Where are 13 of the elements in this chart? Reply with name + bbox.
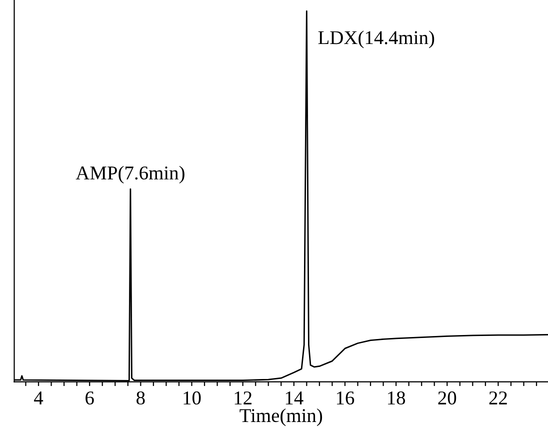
x-axis-title: Time(min) bbox=[240, 408, 322, 426]
x-tick-label: 12 bbox=[234, 391, 252, 404]
x-tick-label: 18 bbox=[388, 391, 406, 405]
x-tick-label: 8 bbox=[136, 391, 145, 405]
x-tick-label: 16 bbox=[336, 391, 354, 405]
annotation: AMP(7.6min) bbox=[76, 166, 184, 184]
x-tick-label: 14 bbox=[286, 391, 304, 404]
x-tick-label: 10 bbox=[184, 391, 201, 405]
x-tick-label: 6 bbox=[86, 391, 94, 405]
x-tick-label: 22 bbox=[489, 391, 507, 404]
x-tick-label: 20 bbox=[438, 391, 456, 405]
x-tick-label: 4 bbox=[34, 392, 44, 404]
annotation: LDX(14.4min) bbox=[318, 30, 434, 48]
